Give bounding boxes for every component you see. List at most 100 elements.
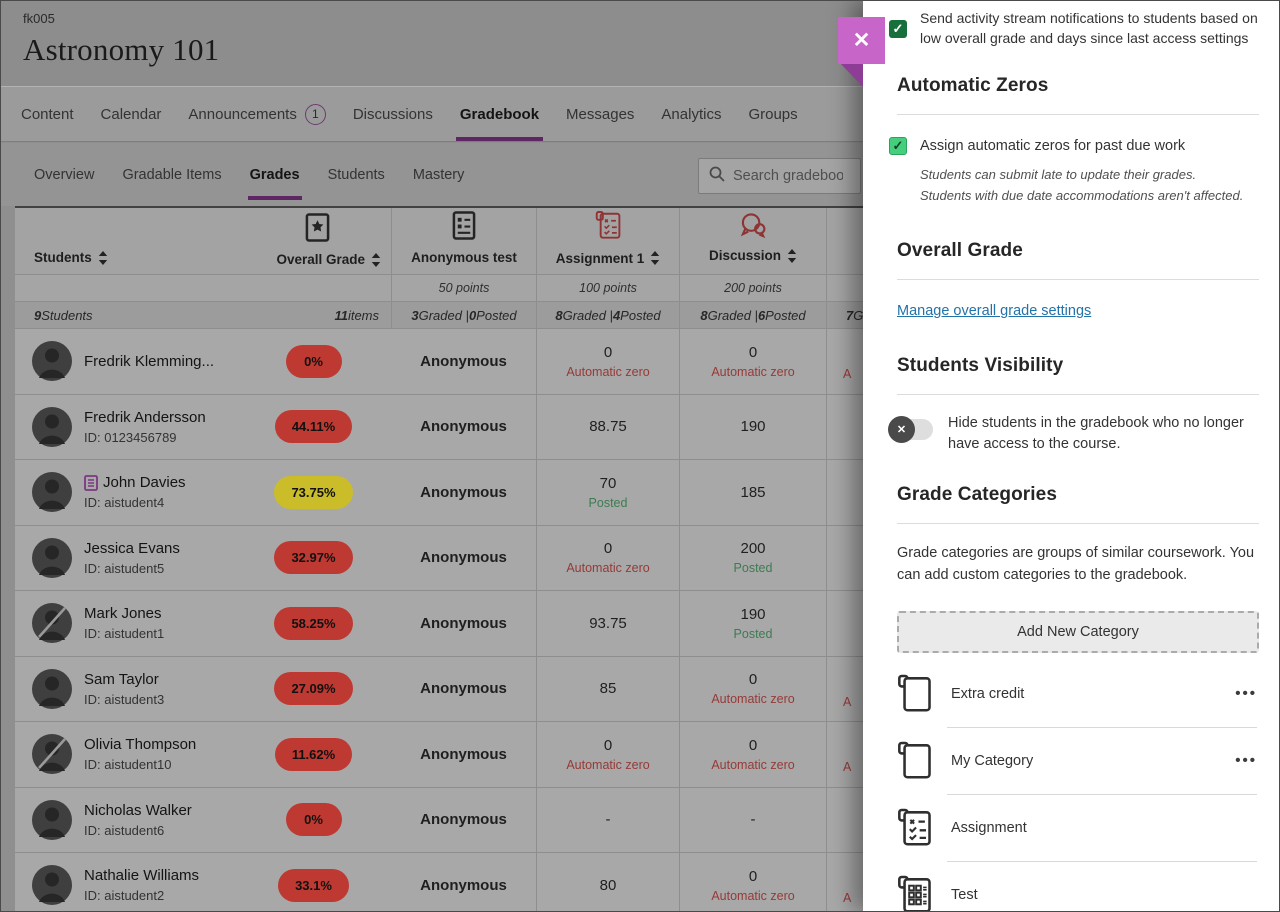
subnav-tab-grades[interactable]: Grades	[247, 143, 302, 206]
clipped-score-cell	[826, 393, 867, 459]
stream-notifications-setting: ✓ Send activity stream notifications to …	[889, 9, 1261, 48]
score-value: 0	[603, 736, 613, 754]
avatar	[32, 668, 72, 709]
student-cell[interactable]: Olivia Thompson ID: aistudent10	[15, 721, 236, 787]
assignment-1-score-cell[interactable]: 80	[536, 852, 679, 911]
overall-grade-pill[interactable]: 0%	[285, 803, 342, 837]
anonymous-test-cell: Anonymous	[391, 655, 536, 721]
search-input[interactable]	[733, 168, 843, 184]
overflow-menu-icon[interactable]: •••	[1235, 685, 1257, 703]
overall-grade-cell[interactable]: 27.09%	[236, 655, 391, 721]
note-submit-late: Students can submit late to update their…	[920, 167, 1197, 183]
assignment-1-score-cell[interactable]: 0 Automatic zero	[536, 721, 679, 787]
overall-grade-cell[interactable]: 33.1%	[236, 852, 391, 911]
discussion-score-cell[interactable]: 190	[679, 393, 826, 459]
hide-students-setting: ✕ Hide students in the gradebook who no …	[888, 413, 1259, 455]
overall-grade-pill[interactable]: 33.1%	[278, 868, 349, 902]
overall-grade-pill[interactable]: 44.11%	[274, 410, 353, 444]
assignment-1-score-cell[interactable]: 70 Posted	[536, 459, 679, 525]
score-value: 0	[748, 343, 758, 361]
close-panel-button[interactable]: ✕	[838, 17, 885, 64]
overall-grade-cell[interactable]: 32.97%	[236, 524, 391, 590]
add-new-category-button[interactable]: Add New Category	[897, 610, 1259, 653]
discussion-score-cell[interactable]: 200 Posted	[679, 524, 826, 590]
subnav-tab-overview[interactable]: Overview	[34, 166, 95, 183]
manage-overall-grade-link[interactable]: Manage overall grade settings	[897, 303, 1092, 320]
overall-grade-pill[interactable]: 32.97%	[274, 541, 353, 575]
discussion-score-cell[interactable]: 185	[679, 459, 826, 525]
overall-grade-pill[interactable]: 11.62%	[274, 737, 353, 771]
nav-tab-analytics[interactable]: Analytics	[661, 105, 722, 123]
discussion-score-cell[interactable]: 190 Posted	[679, 590, 826, 656]
overflow-menu-icon[interactable]: •••	[1235, 752, 1257, 770]
overall-grade-pill[interactable]: 27.09%	[274, 672, 353, 706]
nav-tab-content[interactable]: Content	[21, 105, 74, 123]
overall-grade-cell[interactable]: 58.25%	[236, 590, 391, 656]
category-label: My Category	[951, 752, 1034, 769]
column-header-assignment-1[interactable]: Assignment 1	[536, 208, 679, 274]
assignment-1-score-cell[interactable]: 0 Automatic zero	[536, 524, 679, 590]
student-cell[interactable]: Nathalie Williams ID: aistudent2	[15, 852, 236, 911]
discussion-score-cell[interactable]: 0 Automatic zero	[679, 328, 826, 394]
column-header-overall-grade[interactable]: Overall Grade	[236, 208, 391, 274]
assignment-1-score-cell[interactable]: 85	[536, 655, 679, 721]
overall-grade-pill[interactable]: 0%	[285, 344, 342, 378]
nav-tab-groups[interactable]: Groups	[748, 105, 798, 123]
hide-students-toggle[interactable]: ✕	[888, 416, 933, 444]
student-cell[interactable]: John Davies ID: aistudent4	[15, 459, 236, 525]
discussion-score-cell[interactable]: 0 Automatic zero	[679, 655, 826, 721]
nav-tab-announcements[interactable]: Announcements 1	[188, 87, 326, 141]
nav-tab-messages[interactable]: Messages	[566, 105, 635, 123]
discussion-score-cell[interactable]: 0 Automatic zero	[679, 852, 826, 911]
automatic-zeros-checkbox[interactable]: ✓	[889, 137, 907, 156]
stream-notifications-checkbox[interactable]: ✓	[889, 19, 907, 38]
student-cell[interactable]: Mark Jones ID: aistudent1	[15, 590, 236, 656]
score-value: 185	[740, 483, 766, 501]
discussion-score-cell[interactable]: 0 Automatic zero	[679, 721, 826, 787]
overall-grade-cell[interactable]: 0%	[236, 786, 391, 852]
category-item-test[interactable]: Test	[863, 864, 1279, 911]
overall-grade-cell[interactable]: 44.11%	[236, 393, 391, 459]
assignment-1-score-cell[interactable]: 88.75	[536, 393, 679, 459]
overall-grade-pill[interactable]: 73.75%	[274, 475, 353, 509]
nav-tab-gradebook[interactable]: Gradebook	[455, 87, 544, 141]
avatar	[32, 406, 72, 447]
student-id: ID: 0123456789	[84, 429, 177, 445]
nav-tab-discussions[interactable]: Discussions	[352, 105, 433, 123]
nav-tab-calendar[interactable]: Calendar	[100, 105, 162, 123]
category-item-my-category[interactable]: My Category •••	[863, 730, 1279, 792]
student-cell[interactable]: Fredrik Andersson ID: 0123456789	[15, 393, 236, 459]
overall-grade-pill[interactable]: 58.25%	[274, 606, 353, 640]
overall-grade-cell[interactable]: 73.75%	[236, 459, 391, 525]
student-cell[interactable]: Jessica Evans ID: aistudent5	[15, 524, 236, 590]
custom-category-icon	[897, 740, 933, 782]
column-header-discussion[interactable]: Discussion	[679, 208, 826, 274]
category-item-extra-credit[interactable]: Extra credit •••	[863, 663, 1279, 725]
assignment-1-score-cell[interactable]: 0 Automatic zero	[536, 328, 679, 394]
column-header-anonymous-test[interactable]: Anonymous test	[391, 208, 536, 274]
hide-students-label: Hide students in the gradebook who no lo…	[948, 415, 1244, 453]
avatar	[32, 341, 72, 382]
subnav-tab-students[interactable]: Students	[327, 166, 385, 183]
discussion-score-cell[interactable]: -	[679, 786, 826, 852]
student-cell[interactable]: Fredrik Klemming...	[15, 328, 236, 394]
category-item-assignment[interactable]: Assignment	[863, 797, 1279, 859]
search-box[interactable]	[698, 158, 861, 194]
assignment-1-score-cell[interactable]: -	[536, 786, 679, 852]
close-button-tail	[841, 64, 863, 87]
overall-grade-cell[interactable]: 11.62%	[236, 721, 391, 787]
overall-grade-cell[interactable]: 0%	[236, 328, 391, 394]
clipped-score-cell	[826, 459, 867, 525]
student-id: ID: aistudent4	[84, 495, 165, 511]
column-header-students[interactable]: Students	[15, 208, 236, 274]
student-cell[interactable]: Nicholas Walker ID: aistudent6	[15, 786, 236, 852]
automatic-zeros-label: Assign automatic zeros for past due work	[920, 138, 1186, 155]
student-cell[interactable]: Sam Taylor ID: aistudent3	[15, 655, 236, 721]
anonymous-label: Anonymous	[420, 811, 507, 829]
anonymous-test-cell: Anonymous	[391, 459, 536, 525]
points-cell	[236, 274, 391, 301]
subnav-tab-gradable-items[interactable]: Gradable Items	[122, 166, 222, 183]
anonymous-test-cell: Anonymous	[391, 721, 536, 787]
assignment-1-score-cell[interactable]: 93.75	[536, 590, 679, 656]
subnav-tab-mastery[interactable]: Mastery	[412, 166, 465, 183]
